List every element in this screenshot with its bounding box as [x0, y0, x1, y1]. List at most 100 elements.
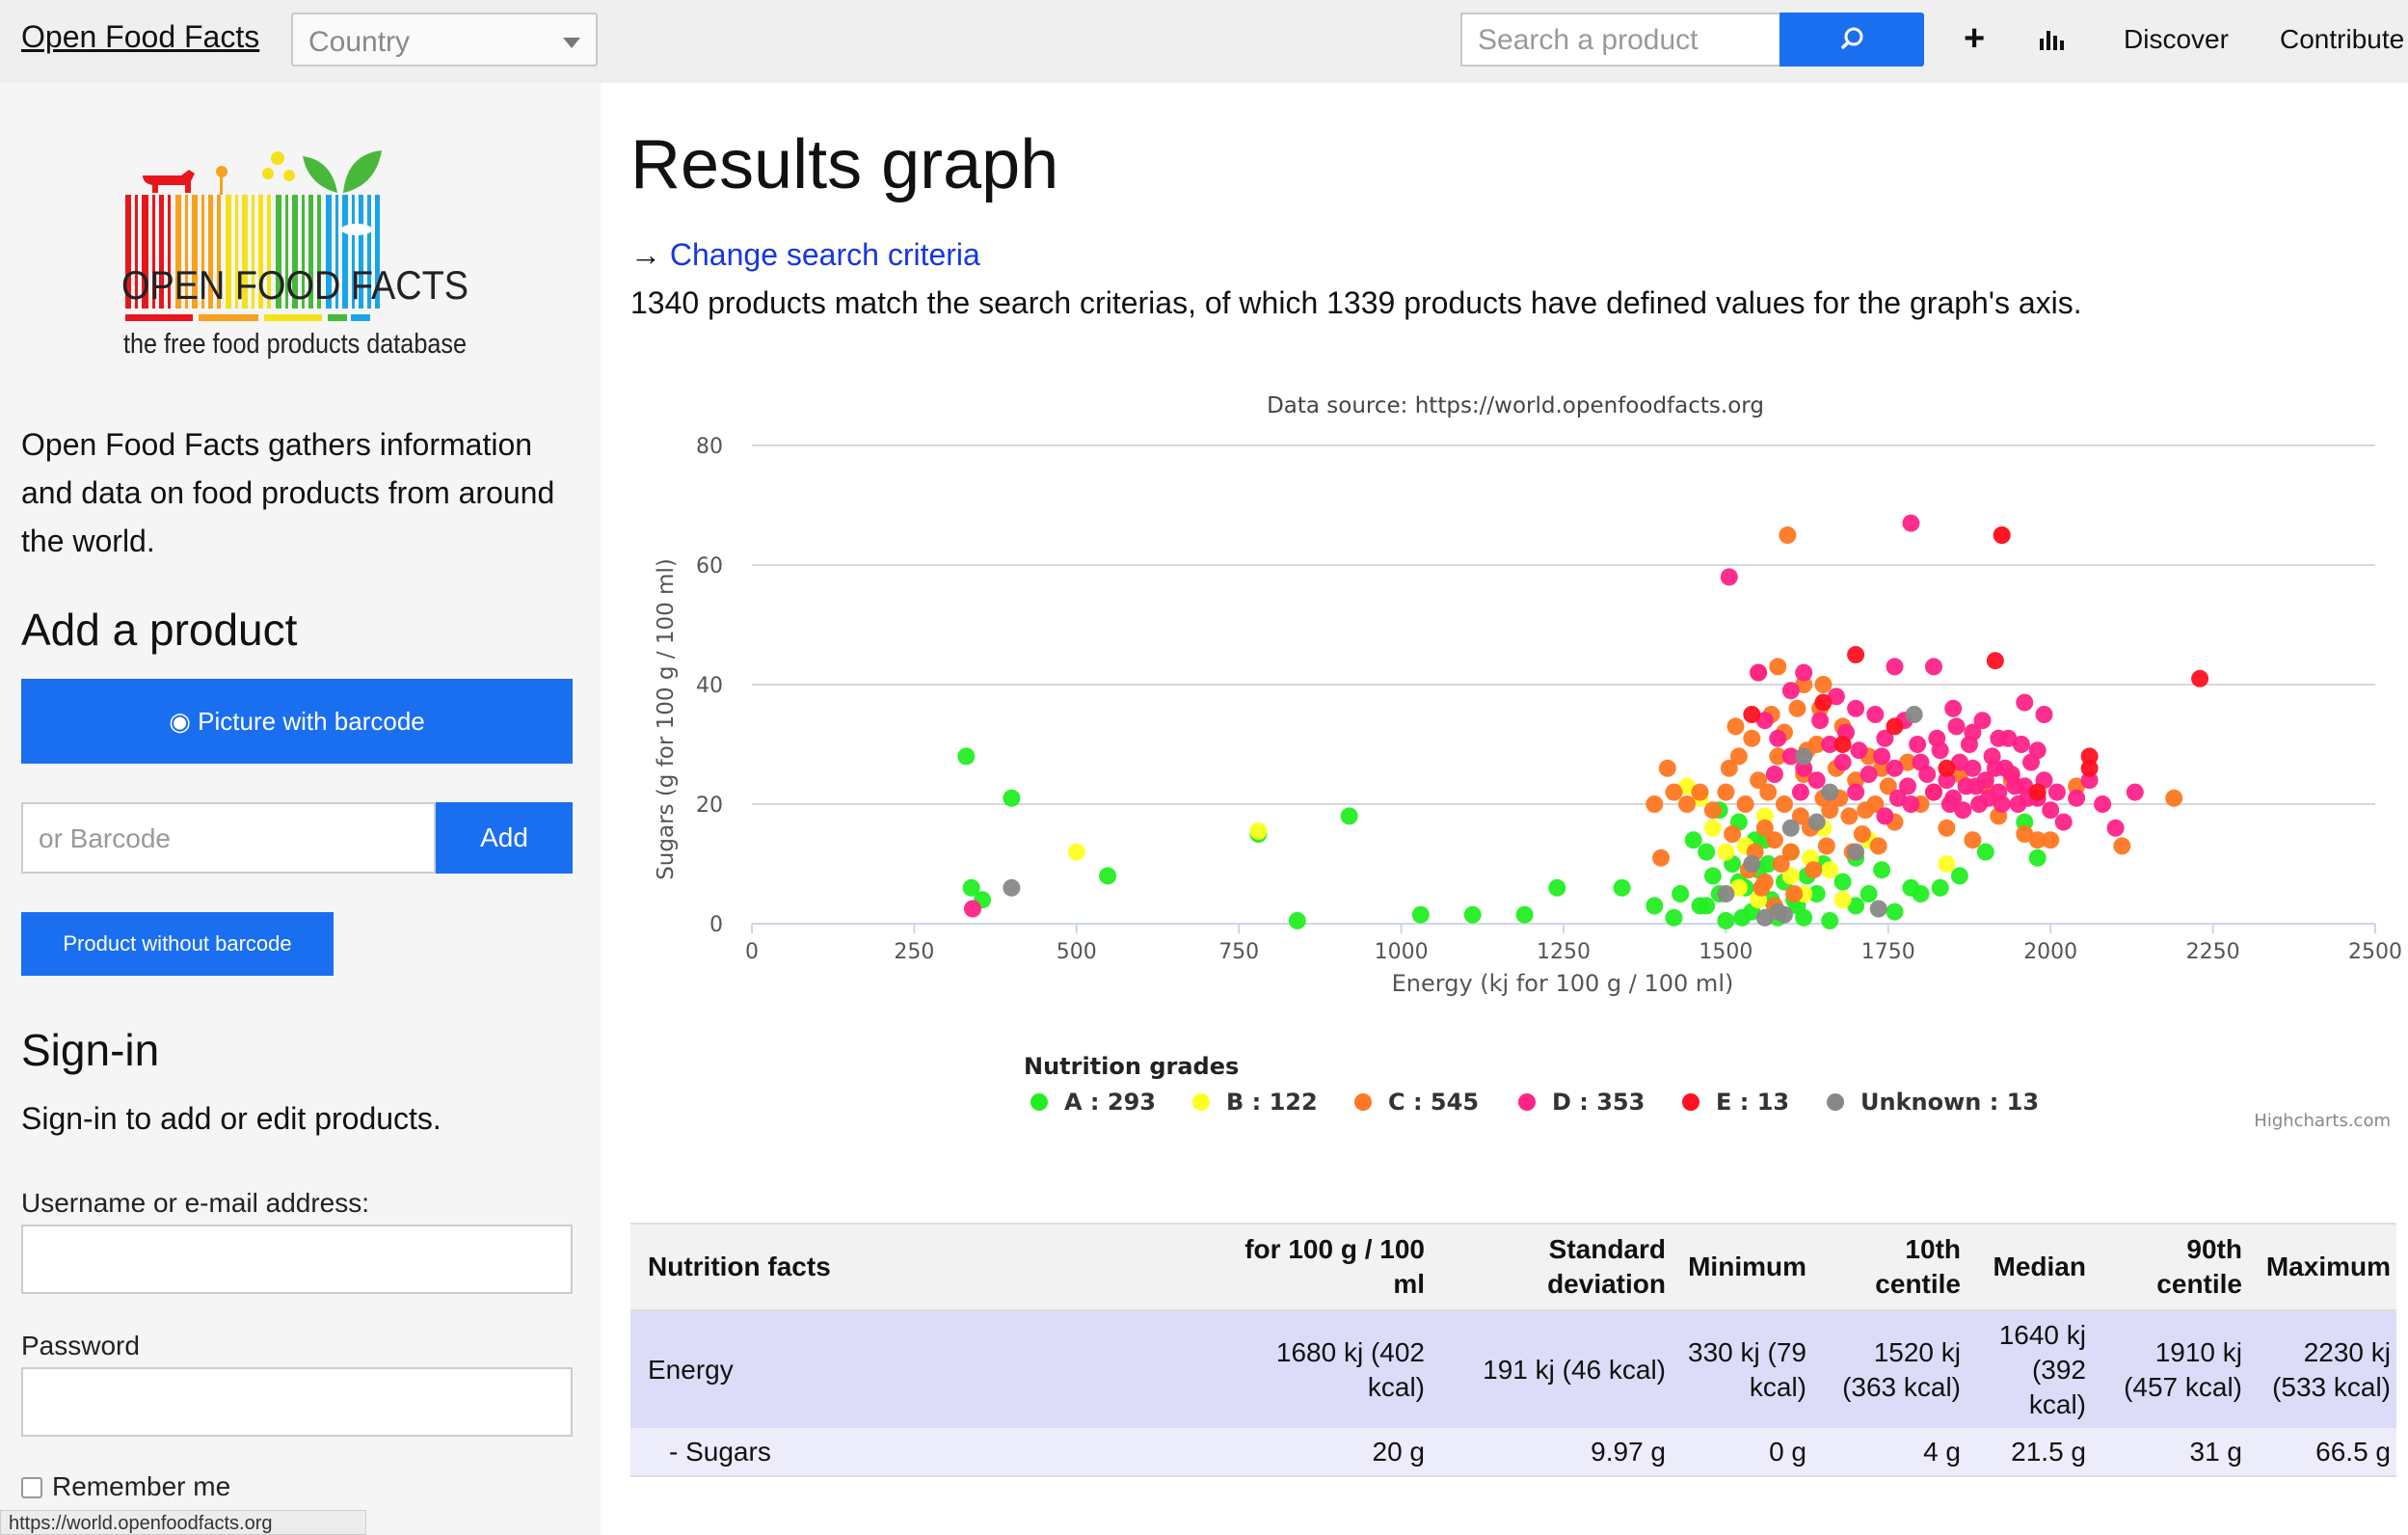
- data-point-b: [1729, 878, 1748, 897]
- product-without-barcode-button[interactable]: Product without barcode: [21, 912, 334, 976]
- barcode-input[interactable]: or Barcode: [21, 802, 436, 874]
- data-point-c: [1805, 861, 1823, 879]
- data-point-d: [1755, 712, 1774, 730]
- data-point-d: [2012, 736, 2030, 753]
- data-point-a: [1548, 878, 1566, 897]
- data-point-a: [1099, 867, 1117, 885]
- cell-value: 330 kj (79 kcal): [1672, 1310, 1812, 1428]
- username-input[interactable]: [21, 1225, 573, 1294]
- search-input[interactable]: Search a product: [1460, 13, 1780, 67]
- data-point-a: [1515, 905, 1534, 924]
- camera-icon: ◉: [169, 707, 199, 736]
- legend-item: B : 122: [1226, 1089, 1318, 1116]
- picture-with-barcode-button[interactable]: ◉ Picture with barcode: [21, 679, 573, 764]
- data-point-d: [1765, 766, 1783, 783]
- cell-value: 191 kj (46 kcal): [1431, 1310, 1672, 1428]
- country-select[interactable]: Country: [291, 13, 598, 67]
- logo[interactable]: OPEN FOOD FACTS the free food products d…: [116, 116, 472, 395]
- data-point-a: [1613, 878, 1631, 897]
- password-label: Password: [21, 1331, 140, 1360]
- data-point-b: [1249, 821, 1268, 840]
- legend-item: E : 13: [1716, 1089, 1789, 1116]
- data-point-a: [1411, 905, 1430, 924]
- cell-value: 4 g: [1812, 1428, 1967, 1477]
- data-point-d: [964, 900, 981, 918]
- data-point-d: [1902, 795, 1920, 813]
- data-point-c: [2042, 831, 2060, 849]
- legend-title: Nutrition grades: [1024, 1053, 1239, 1080]
- remember-me-checkbox[interactable]: [21, 1477, 42, 1498]
- legend-item: Unknown : 13: [1860, 1089, 2039, 1116]
- data-point-d: [1750, 663, 1768, 682]
- data-point-e: [1886, 717, 1904, 736]
- data-point-c: [1821, 801, 1839, 820]
- logo-image: OPEN FOOD FACTS the free food products d…: [121, 150, 468, 360]
- data-point-d: [2016, 693, 2034, 712]
- x-tick-label: 2500: [2348, 940, 2402, 964]
- data-point-d: [1888, 789, 1907, 807]
- data-point-d: [1909, 736, 1927, 753]
- data-point-d: [1795, 759, 1813, 777]
- data-point-b: [1833, 891, 1852, 909]
- table-header-row: Nutrition facts for 100 g / 100 ml Stand…: [630, 1223, 2396, 1311]
- signin-heading: Sign-in: [21, 1025, 160, 1075]
- data-point-c: [1755, 819, 1774, 837]
- username-label: Username or e-mail address:: [21, 1188, 370, 1218]
- data-point-c: [1776, 795, 1793, 813]
- data-point-d: [1769, 729, 1787, 747]
- data-point-d: [1944, 699, 1963, 717]
- x-tick-label: 1000: [1375, 940, 1429, 964]
- change-criteria-link[interactable]: Change search criteria: [669, 237, 980, 272]
- data-point-c: [1857, 801, 1875, 820]
- data-point-b: [1755, 807, 1774, 825]
- search-button[interactable]: [1779, 13, 1924, 67]
- data-point-d: [1860, 766, 1878, 783]
- data-point-e: [2191, 669, 2209, 687]
- col-maximum: Maximum: [2248, 1223, 2396, 1311]
- data-point-c: [1873, 759, 1891, 777]
- data-point-c: [1814, 676, 1833, 693]
- data-point-d: [2094, 795, 2112, 813]
- data-point-d: [1950, 753, 1968, 771]
- about-text: Open Food Facts gathers information and …: [21, 427, 555, 558]
- chart-bars-icon[interactable]: [2040, 27, 2065, 50]
- data-point-d: [1928, 729, 1946, 747]
- y-tick-label: 80: [696, 435, 723, 459]
- x-tick-label: 250: [894, 940, 934, 964]
- data-point-d: [2106, 819, 2125, 837]
- data-point-d: [1876, 807, 1894, 825]
- plus-icon[interactable]: +: [1964, 18, 1986, 59]
- data-point-d: [1925, 658, 1942, 676]
- data-point-d: [1886, 658, 1904, 676]
- data-point-c: [1817, 837, 1835, 855]
- chart-credit[interactable]: Highcharts.com: [2254, 1111, 2391, 1131]
- status-bar-url: https://world.openfoodfacts.org: [0, 1510, 366, 1535]
- data-point-e: [1938, 759, 1956, 777]
- chevron-down-icon: [563, 38, 580, 48]
- data-point-d: [2035, 706, 2053, 723]
- password-input[interactable]: [21, 1367, 573, 1437]
- data-point-e: [1814, 693, 1833, 712]
- data-point-unknown: [1807, 813, 1826, 831]
- data-point-d: [2126, 783, 2144, 801]
- data-point-d: [1899, 777, 1916, 795]
- col-median: Median: [1967, 1223, 2092, 1311]
- data-point-d: [1938, 771, 1956, 790]
- data-point-d: [1791, 783, 1809, 801]
- data-point-a: [957, 747, 976, 766]
- x-axis-ticks: 0 250 500 750 1000 1250 1500 1750 2000 2250 2500: [745, 924, 2402, 964]
- search-icon: [1841, 27, 1863, 49]
- nav-contribute[interactable]: Contribute: [2280, 24, 2405, 54]
- data-point-b: [1781, 867, 1800, 885]
- data-point-d: [1795, 663, 1813, 682]
- data-point-unknown: [1717, 885, 1735, 902]
- x-tick-label: 2250: [2186, 940, 2240, 964]
- data-point-a: [1463, 905, 1482, 924]
- x-tick-label: 1500: [1699, 940, 1752, 964]
- nav-discover[interactable]: Discover: [2124, 24, 2229, 54]
- data-point-c: [1779, 526, 1797, 544]
- brand-link[interactable]: Open Food Facts: [21, 19, 260, 54]
- add-button[interactable]: Add: [436, 802, 573, 874]
- data-point-c: [1703, 801, 1722, 820]
- data-point-d: [1781, 682, 1800, 700]
